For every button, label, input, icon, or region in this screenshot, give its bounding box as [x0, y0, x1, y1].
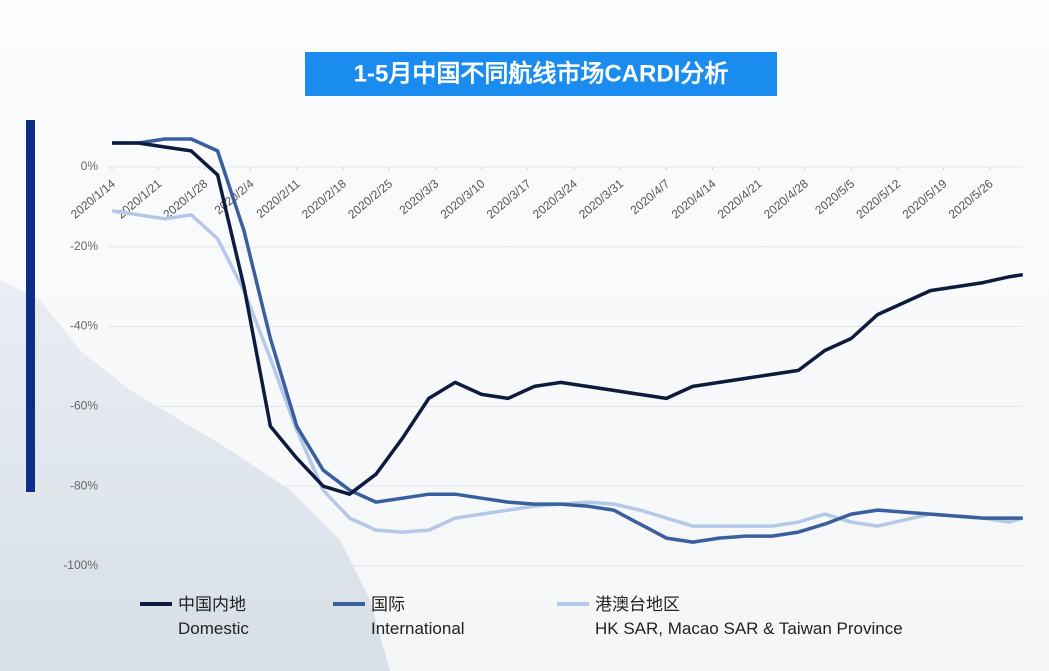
- legend-label: 国际: [371, 595, 405, 614]
- legend-sublabel: International: [371, 619, 465, 638]
- x-tick-label: 2020/4/28: [761, 176, 811, 221]
- x-tick-label: 2020/3/10: [438, 176, 488, 221]
- legend-label: 中国内地: [178, 595, 246, 614]
- x-tick-label: 2020/4/14: [669, 176, 719, 221]
- x-tick-label: 2020/4/21: [715, 176, 765, 221]
- x-tick-label: 2020/1/14: [68, 176, 118, 221]
- legend-label: 港澳台地区: [595, 595, 680, 614]
- x-tick-label: 2020/5/26: [946, 176, 996, 221]
- y-tick-label: -100%: [63, 558, 98, 572]
- y-tick-label: 0%: [81, 159, 99, 173]
- y-tick-label: -60%: [70, 399, 98, 413]
- x-tick-label: 2020/2/25: [345, 176, 395, 221]
- chart-title: 1-5月中国不同航线市场CARDI分析: [354, 59, 729, 87]
- x-tick-label: 2020/3/17: [484, 176, 534, 221]
- background-mountain: [0, 280, 390, 671]
- x-tick-label: 2020/2/11: [254, 176, 303, 221]
- x-tick-label: 2020/2/18: [299, 176, 349, 221]
- y-tick-label: -40%: [70, 319, 98, 333]
- legend-sublabel: HK SAR, Macao SAR & Taiwan Province: [595, 619, 903, 638]
- x-tick-label: 2020/3/24: [530, 176, 580, 221]
- series-line: [111, 209, 1024, 534]
- x-tick-label: 2020/5/19: [900, 176, 950, 221]
- y-tick-label: -80%: [70, 478, 98, 492]
- title-box: [305, 52, 777, 96]
- series-line: [112, 137, 1023, 544]
- x-tick-label: 2020/3/3: [397, 176, 442, 217]
- x-tick-label: 2020/5/12: [853, 176, 903, 221]
- series-line: [112, 141, 1024, 496]
- x-tick-label: 2020/3/31: [576, 176, 626, 221]
- side-bar: [26, 120, 35, 492]
- y-tick-label: -20%: [70, 239, 98, 253]
- legend-sublabel: Domestic: [178, 619, 249, 638]
- x-tick-label: 2020/4/7: [628, 176, 673, 217]
- x-tick-label: 2020/5/5: [812, 176, 857, 217]
